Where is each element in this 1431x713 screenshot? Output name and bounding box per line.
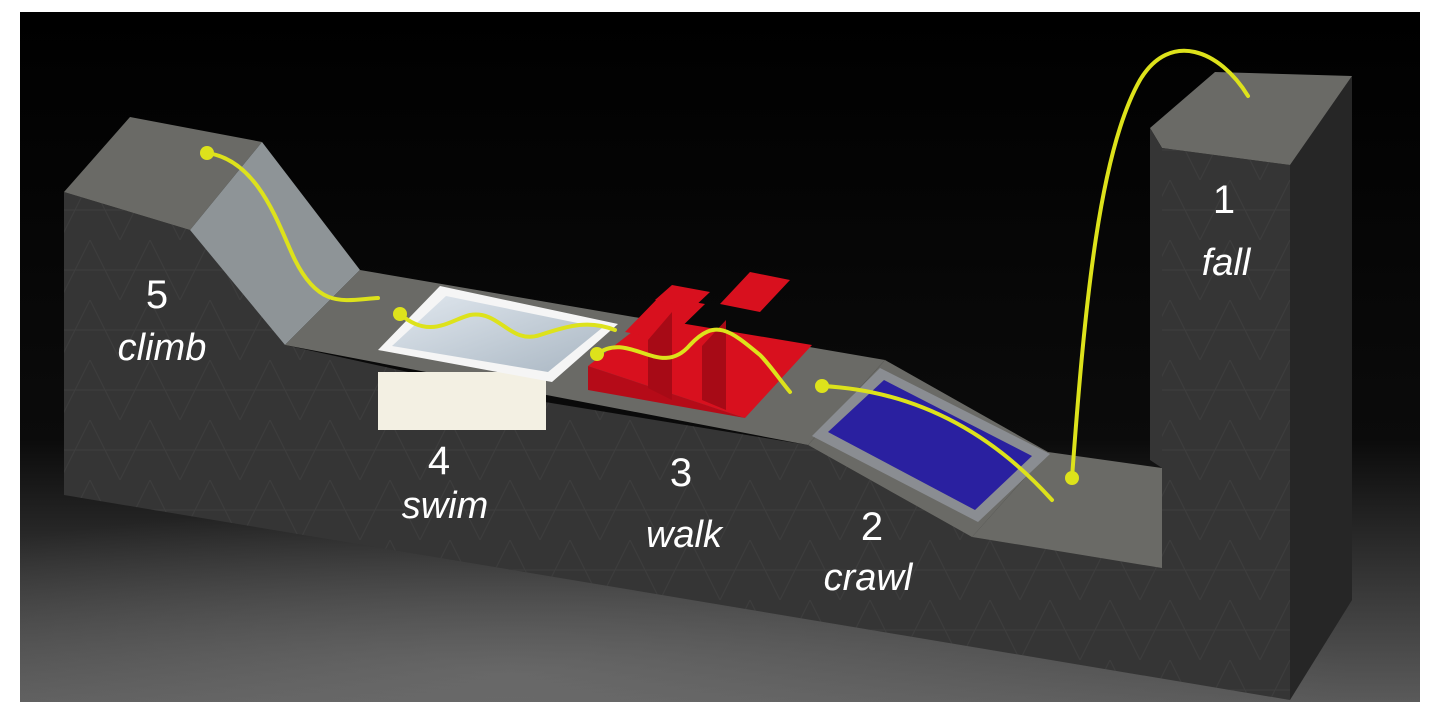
stage-2-label: crawl — [824, 557, 914, 599]
stage-1-label: fall — [1202, 242, 1252, 284]
wall-hatch-texture — [64, 148, 1290, 700]
walk-path — [595, 327, 792, 394]
pillar-side-face — [1290, 76, 1352, 700]
crawl-pad — [828, 380, 1032, 510]
stage-1-number: 1 — [1213, 178, 1235, 222]
pillar-top — [1150, 72, 1352, 165]
walk-steps — [588, 272, 812, 418]
stage-5-number: 5 — [146, 273, 168, 317]
trajectory-paths — [205, 48, 1250, 502]
pool-base-block — [378, 372, 546, 430]
swim-path-start-dot — [393, 307, 407, 321]
stage-2-number: 2 — [861, 505, 883, 549]
stage-4-label: swim — [402, 485, 489, 527]
stage-3-label: walk — [646, 514, 724, 556]
left-platform-top — [64, 117, 262, 230]
stage-3-number: 3 — [670, 451, 692, 495]
fall-path-start-dot — [1065, 471, 1079, 485]
climb-path-start-dot — [200, 146, 214, 160]
walk-path-start-dot — [590, 347, 604, 361]
bottom-floor-top — [972, 452, 1162, 568]
stage-5-label: climb — [118, 327, 207, 369]
stage-4-number: 4 — [428, 439, 450, 483]
crawl-path — [820, 384, 1054, 502]
climb-slope — [190, 142, 360, 345]
swim-path — [398, 312, 617, 339]
climb-path — [205, 151, 380, 303]
crawl-path-start-dot — [815, 379, 829, 393]
pool-water — [392, 296, 602, 372]
fall-path — [1070, 48, 1250, 480]
pillar-inner-wall — [1150, 128, 1162, 468]
